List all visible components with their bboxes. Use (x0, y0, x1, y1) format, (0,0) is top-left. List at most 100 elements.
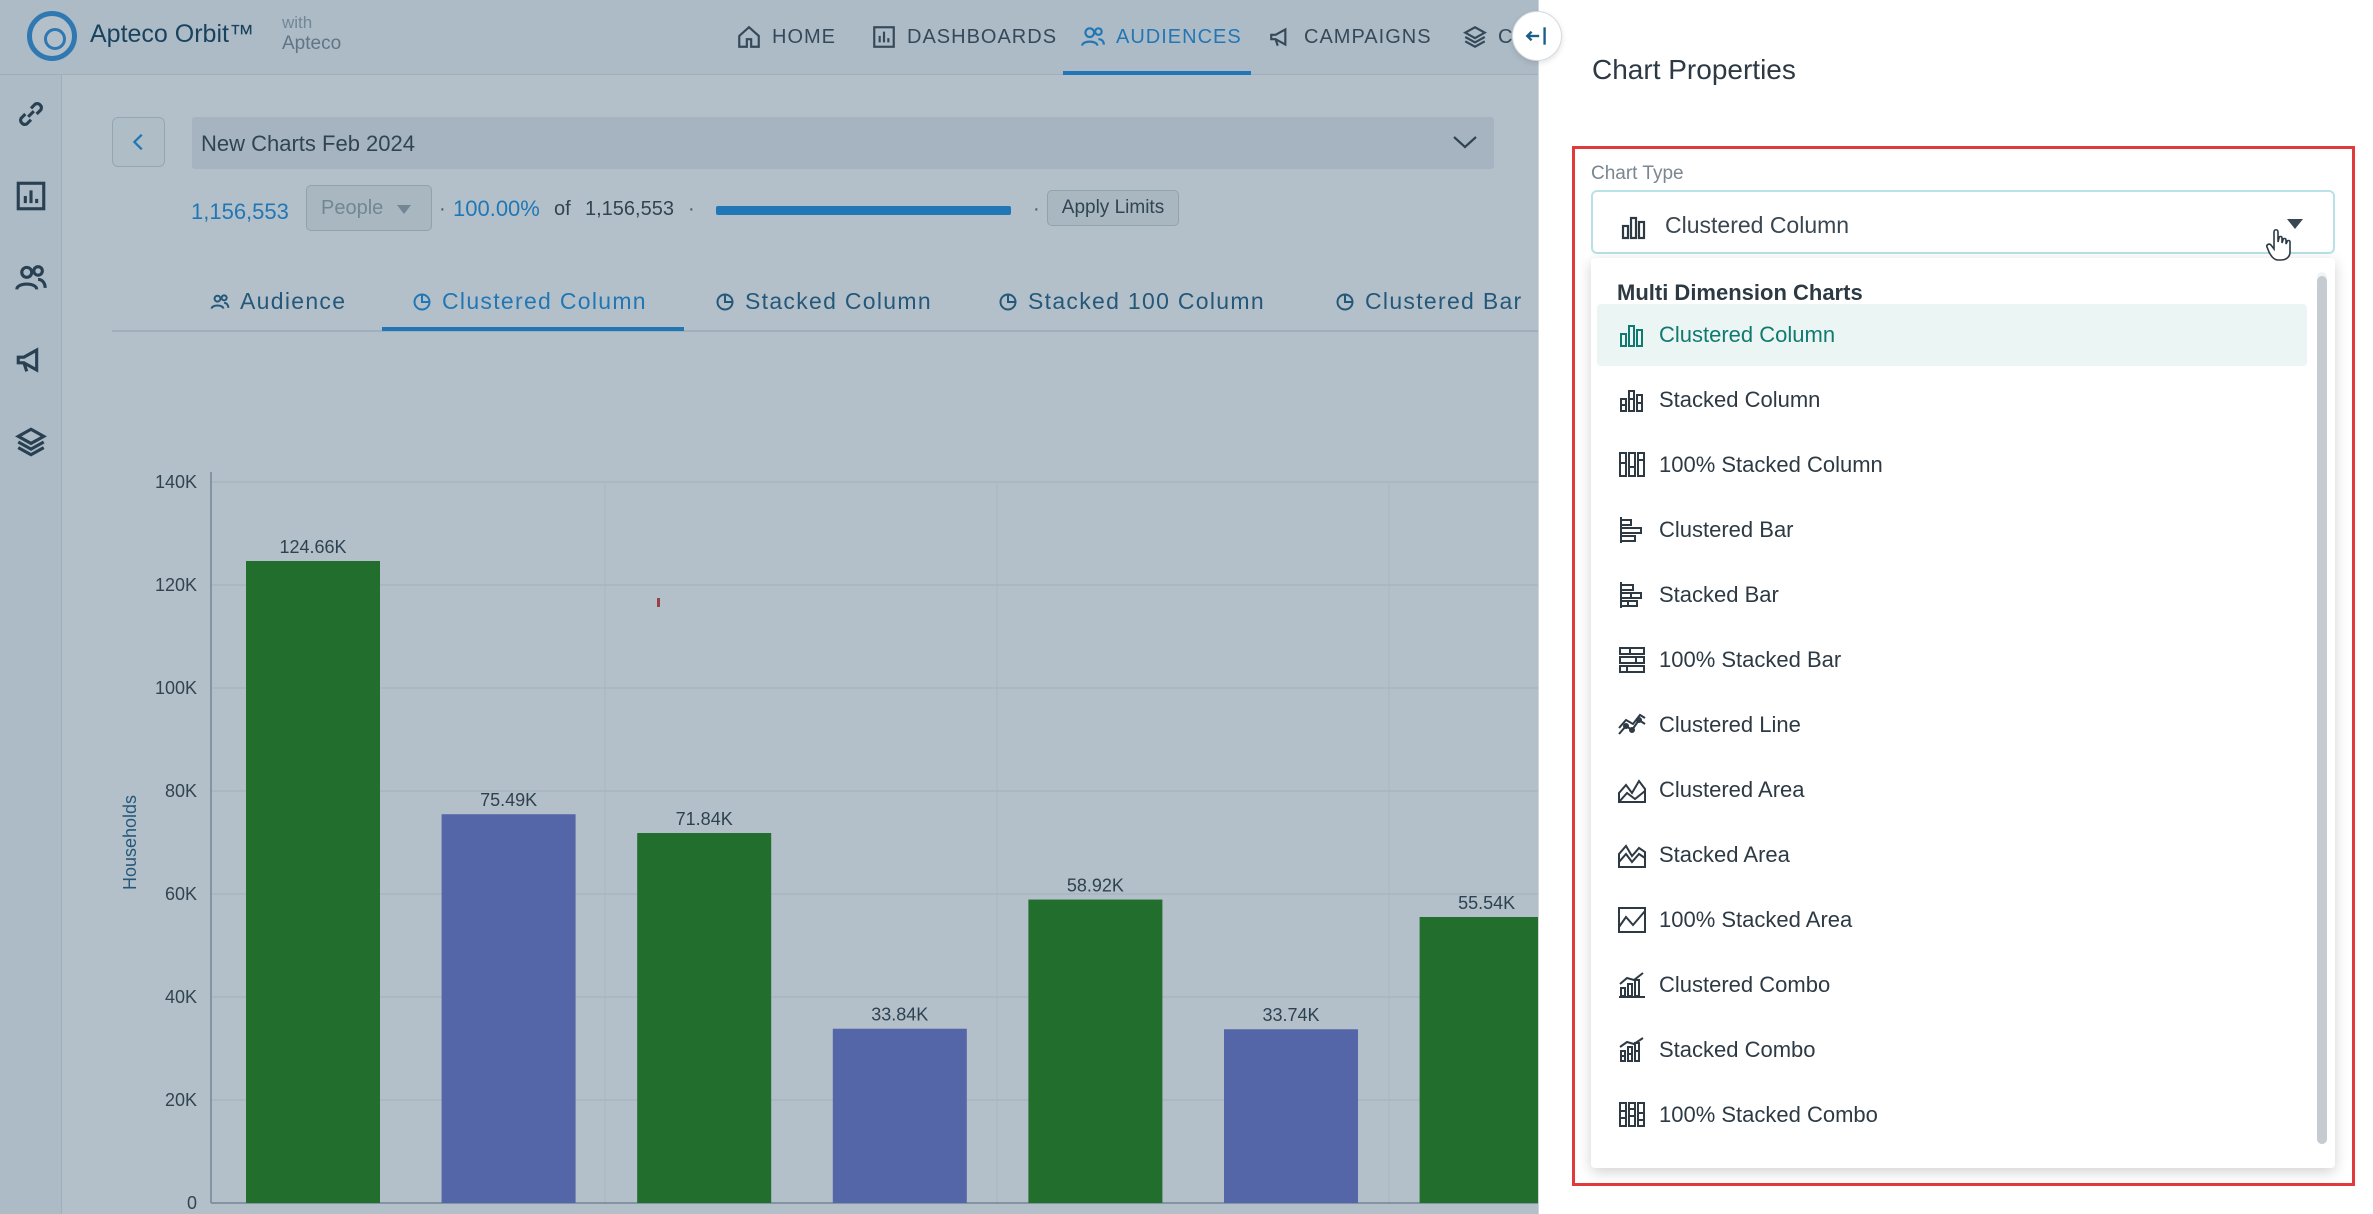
separator-dot: · (1033, 198, 1040, 220)
audience-progress-bar (716, 206, 1011, 215)
chart-type-option-stacked-100-bar[interactable]: 100% Stacked Bar (1597, 629, 2307, 691)
left-sidebar (0, 75, 62, 1214)
chart-type-option-clustered-area[interactable]: Clustered Area (1597, 759, 2307, 821)
stacked-area-icon (1618, 844, 1646, 868)
clustered-line-icon (1618, 713, 1646, 735)
option-label: 100% Stacked Combo (1659, 1102, 1878, 1127)
option-label: Clustered Column (1659, 322, 1836, 347)
tab-label: Clustered Column (442, 288, 647, 314)
chart-type-option-clustered-bar[interactable]: Clustered Bar (1597, 499, 2307, 561)
pie-icon (999, 293, 1017, 310)
of-text: of (554, 198, 571, 220)
y-tick-label: 120K (155, 575, 197, 595)
tab-clustered-column[interactable]: Clustered Column (412, 288, 647, 315)
layers-icon[interactable] (14, 425, 48, 459)
dashboard-icon (873, 26, 895, 48)
chart-type-label: Chart Type (1591, 163, 1684, 184)
tab-label: Stacked 100 Column (1028, 288, 1265, 314)
bar (637, 833, 772, 1203)
nav-more-label: C (1498, 25, 1514, 48)
audience-selector[interactable]: New Charts Feb 2024 (192, 117, 1494, 169)
tab-label: Stacked Column (745, 288, 932, 314)
y-tick-label: 0 (187, 1193, 197, 1213)
bar-value-label: 124.66K (279, 537, 346, 557)
option-label: Clustered Area (1659, 777, 1805, 802)
caret-down-icon (397, 205, 411, 214)
chart-type-select[interactable]: Clustered Column (1591, 190, 2335, 254)
stacked-column-icon (1620, 390, 1643, 412)
chart-type-option-clustered-line[interactable]: Clustered Line (1597, 694, 2307, 756)
chart-type-option-stacked-100-column[interactable]: 100% Stacked Column (1597, 434, 2307, 496)
tab-clustered-bar[interactable]: Clustered Bar (1335, 288, 1523, 315)
chart-type-option-stacked-combo[interactable]: Stacked Combo (1597, 1019, 2307, 1081)
chart-type-option-clustered-column[interactable]: Clustered Column (1597, 304, 2307, 366)
tab-label: Audience (240, 288, 347, 314)
bar-value-label: 75.49K (480, 790, 537, 810)
apply-limits-button[interactable]: Apply Limits (1047, 190, 1179, 226)
chart-type-dropdown: Multi Dimension Charts Clustered Column S… (1591, 258, 2335, 1168)
bar (1419, 916, 1538, 1203)
chart-type-option-stacked-100-combo[interactable]: 100% Stacked Combo (1597, 1084, 2307, 1146)
stacked-combo-icon (1619, 1037, 1644, 1062)
brand-name[interactable]: Apteco Orbit™ (90, 20, 254, 48)
tab-active-indicator (382, 327, 684, 331)
nav-dashboards-label: DASHBOARDS (907, 25, 1058, 48)
stacked-100-column-icon (1619, 452, 1645, 477)
stacked-bar-icon (1620, 582, 1642, 608)
audience-count: 1,156,553 (191, 199, 289, 224)
nav-campaigns[interactable]: CAMPAIGNS (1268, 22, 1432, 52)
nav-dashboards[interactable]: DASHBOARDS (871, 22, 1057, 52)
tab-stacked-100-column[interactable]: Stacked 100 Column (998, 288, 1265, 315)
people-icon[interactable] (14, 261, 48, 295)
bar (1224, 1029, 1358, 1203)
chevron-left-icon (132, 133, 143, 151)
option-label: 100% Stacked Bar (1659, 647, 1842, 672)
clustered-bar-icon (1620, 517, 1642, 543)
megaphone-icon[interactable] (14, 343, 48, 377)
megaphone-icon (1270, 27, 1287, 47)
y-tick-label: 140K (155, 472, 197, 492)
pie-icon (716, 293, 734, 310)
tab-audience[interactable]: Audience (210, 288, 346, 315)
apteco-logo-icon[interactable] (27, 11, 77, 61)
clustered-combo-icon (1619, 972, 1645, 998)
unit-select[interactable]: People (306, 185, 432, 231)
pie-icon (1336, 293, 1354, 310)
y-tick-label: 80K (165, 781, 197, 801)
chart-icon[interactable] (14, 179, 48, 213)
separator-dot: · (688, 198, 695, 220)
audiences-icon (1081, 27, 1105, 47)
dropdown-scrollbar-thumb[interactable] (2317, 276, 2327, 1144)
unit-select-value: People (321, 197, 384, 219)
collapse-panel-button[interactable] (1512, 11, 1562, 61)
chart-type-option-clustered-combo[interactable]: Clustered Combo (1597, 954, 2307, 1016)
nav-home[interactable]: HOME (736, 22, 836, 52)
bar (1028, 899, 1163, 1203)
chart-type-option-stacked-100-area[interactable]: 100% Stacked Area (1597, 889, 2307, 951)
link-icon[interactable] (14, 97, 48, 131)
home-icon (738, 25, 760, 48)
tab-stacked-column[interactable]: Stacked Column (715, 288, 932, 315)
bar-value-label: 71.84K (676, 809, 733, 829)
y-tick-label: 100K (155, 678, 197, 698)
caret-down-icon (2287, 219, 2303, 229)
hand-cursor-icon (2266, 228, 2291, 261)
nav-more[interactable]: C (1462, 22, 1513, 52)
main-app: Apteco Orbit™ with Apteco HOME DASHBOARD… (0, 0, 1538, 1214)
bar-value-label: 58.92K (1067, 876, 1124, 896)
back-button[interactable] (112, 117, 165, 167)
chart-type-option-stacked-area[interactable]: Stacked Area (1597, 824, 2307, 886)
nav-audiences-label: AUDIENCES (1116, 25, 1242, 48)
chart-type-option-stacked-bar[interactable]: Stacked Bar (1597, 564, 2307, 626)
audience-total: 1,156,553 (585, 198, 674, 220)
panel-title: Chart Properties (1592, 54, 1796, 85)
y-tick-label: 20K (165, 1090, 197, 1110)
clustered-column-chart: 0 20K 40K 60K 80K 100K 120K 140K Households 124.6… (120, 472, 1538, 1213)
option-label: Clustered Bar (1659, 517, 1794, 542)
chart-type-option-stacked-column[interactable]: Stacked Column (1597, 369, 2307, 431)
chart-type-value: Clustered Column (1665, 212, 1850, 238)
red-marker (657, 598, 660, 607)
brand-with-text: with (282, 13, 313, 32)
nav-audiences[interactable]: AUDIENCES (1080, 22, 1242, 52)
clustered-area-icon (1618, 779, 1646, 803)
